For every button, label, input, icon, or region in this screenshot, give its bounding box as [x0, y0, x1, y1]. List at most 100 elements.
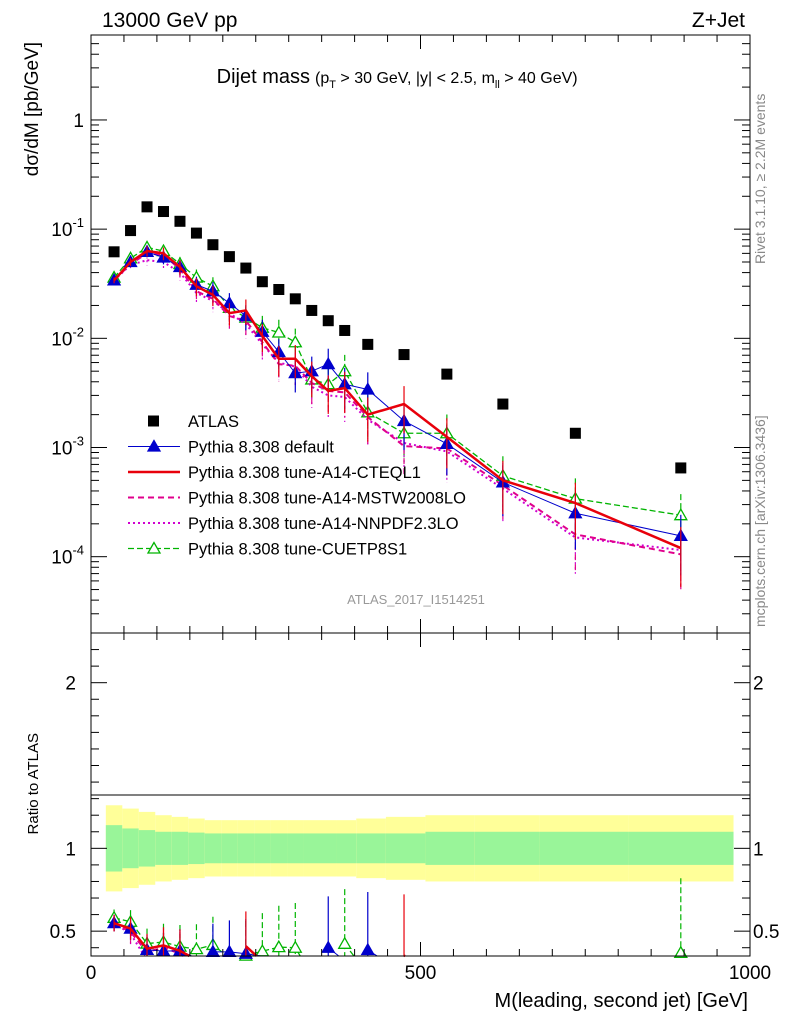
ratio-marker-green	[288, 940, 303, 953]
top-y-tick-labels: 1 10-1 10-2 10-3 10-4	[51, 111, 84, 569]
ratio-marker-blue	[321, 940, 336, 953]
analysis-tag: ATLAS_2017_I1514251	[347, 592, 485, 607]
legend-label: Pythia 8.308 tune-A14-MSTW2008LO	[188, 490, 466, 508]
series-marker-blue	[360, 382, 375, 395]
y-tick-label: 10-1	[51, 215, 84, 241]
x-tick-label: 500	[405, 963, 437, 984]
ratio-band-inner	[270, 833, 288, 864]
atlas-data-point	[497, 398, 509, 410]
ratio-marker-blue	[222, 944, 237, 958]
ratio-band-inner	[425, 831, 475, 865]
ratio-band-inner	[138, 830, 156, 867]
ratio-band-inner	[188, 832, 205, 865]
ratio-y-tick-label: 1	[65, 839, 76, 860]
ratio-marker-green	[189, 941, 204, 955]
ratio-band-inner	[628, 831, 734, 865]
series-line-magenta-dashed	[113, 252, 681, 556]
atlas-data-point	[273, 284, 285, 296]
legend-label: Pythia 8.308 tune-A14-NNPDF2.3LO	[188, 515, 459, 533]
x-axis-label: M(leading, second jet) [GeV]	[495, 990, 748, 1012]
legend-label: Pythia 8.308 default	[188, 439, 334, 457]
ratio-band-inner	[204, 833, 222, 864]
ratio-band-inner	[221, 833, 238, 864]
header-right: Z+Jet	[692, 9, 745, 32]
atlas-data-point	[240, 262, 252, 274]
ratio-series	[106, 878, 688, 961]
main-panel: 1 10-1 10-2 10-3 10-4	[51, 34, 751, 634]
atlas-data-point	[339, 324, 351, 336]
y-tick-label: 1	[73, 111, 84, 132]
y-tick-label: 10-3	[51, 434, 84, 460]
ratio-line-red	[113, 921, 190, 958]
atlas-data-point	[362, 338, 374, 350]
atlas-data-point	[322, 315, 334, 327]
ratio-y-tick-label-right: 2	[753, 674, 764, 695]
side-label-mcplots: mcplots.cern.ch [arXiv:1306.3436]	[752, 415, 768, 627]
ratio-band-inner	[356, 833, 386, 864]
atlas-data-point	[289, 293, 301, 305]
top-y-ticks	[91, 34, 750, 634]
x-tick-labels: 0 500 1000	[86, 963, 771, 984]
ratio-line-green	[245, 946, 301, 957]
legend-marker-blue	[146, 439, 162, 452]
top-series	[106, 201, 688, 594]
legend: ATLAS Pythia 8.308 default Pythia 8.308 tu…	[128, 413, 466, 559]
series-marker-blue	[321, 356, 336, 370]
legend-label: ATLAS	[188, 413, 239, 431]
ratio-panel: 2 2 1 1 0.5 0.5	[50, 632, 779, 961]
ratio-y-tick-label: 2	[65, 674, 76, 695]
ratio-band-inner	[320, 833, 337, 864]
atlas-data-point	[157, 206, 169, 218]
chart-title: Dijet mass	[217, 66, 310, 88]
ratio-bands	[105, 805, 734, 892]
ratio-y-ticks: 2 2 1 1 0.5 0.5	[50, 649, 779, 949]
ratio-y-tick-label-right: 1	[753, 839, 764, 860]
atlas-data-point	[675, 462, 687, 474]
ratio-marker-green	[337, 936, 352, 949]
y-tick-label: 10-2	[51, 324, 84, 350]
atlas-data-point	[256, 276, 268, 288]
atlas-data-point	[125, 225, 137, 237]
ratio-band-inner	[171, 831, 189, 865]
atlas-data-point	[441, 368, 453, 380]
atlas-data-point	[207, 239, 219, 251]
side-label-rivet: Rivet 3.1.10, ≥ 2.2M events	[752, 94, 768, 264]
ratio-band-inner	[385, 833, 426, 864]
ratio-y-axis-label: Ratio to ATLAS	[25, 733, 42, 834]
atlas-data-point	[141, 201, 153, 213]
ratio-band-inner	[336, 833, 357, 864]
ratio-band-inner	[539, 831, 629, 865]
x-tick-label: 1000	[729, 963, 771, 984]
ratio-band-inner	[105, 825, 123, 872]
ratio-y-tick-label-right: 0.5	[753, 922, 779, 943]
ratio-band-inner	[287, 833, 304, 864]
header-left: 13000 GeV pp	[102, 9, 237, 32]
atlas-data-point	[569, 427, 581, 439]
top-x-ticks	[90, 35, 751, 633]
atlas-data-point	[223, 251, 235, 263]
legend-swatch-atlas	[148, 415, 159, 427]
chart-subtitle: (pT > 30 GeV, |y| < 2.5, mll > 40 GeV)	[315, 70, 578, 91]
ratio-band-inner	[237, 833, 255, 864]
ratio-marker-blue	[360, 942, 375, 956]
y-axis-label: dσ/dM [pb/GeV]	[22, 42, 43, 176]
ratio-line-blue	[212, 951, 261, 957]
legend-label: Pythia 8.308 tune-CUETP8S1	[188, 541, 407, 559]
series-marker-green	[271, 325, 286, 338]
ratio-band-inner	[303, 833, 321, 864]
ratio-band-inner	[155, 831, 172, 865]
atlas-data-point	[108, 246, 120, 258]
atlas-data-point	[190, 227, 202, 239]
atlas-data-point	[306, 304, 318, 316]
ratio-x-ticks	[90, 633, 751, 956]
legend-marker-green	[146, 541, 162, 554]
ratio-marker-green	[271, 939, 286, 953]
y-tick-label: 10-4	[51, 543, 84, 569]
ratio-band-inner	[254, 833, 271, 864]
atlas-data-point	[174, 215, 186, 227]
ratio-y-tick-label: 0.5	[50, 922, 76, 943]
ratio-line-red	[245, 945, 258, 957]
atlas-data-point	[398, 349, 410, 361]
legend-label: Pythia 8.308 tune-A14-CTEQL1	[188, 464, 421, 482]
